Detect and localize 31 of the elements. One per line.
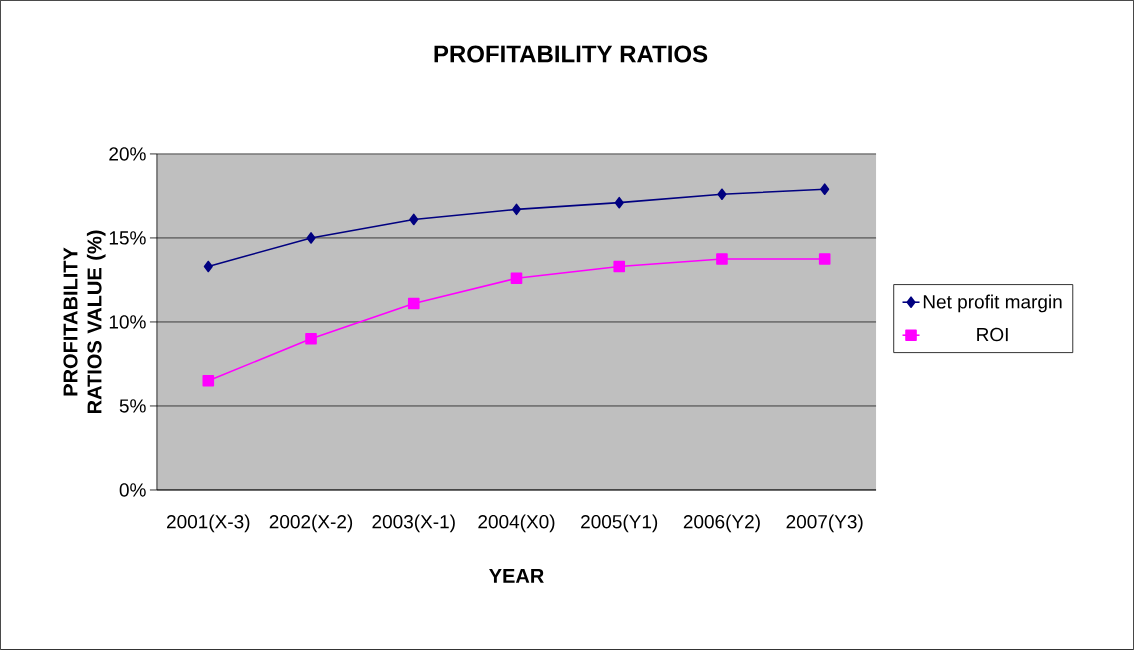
point bbox=[511, 203, 522, 216]
x-tick-label: 2007(Y3) bbox=[786, 514, 863, 533]
point bbox=[202, 375, 215, 387]
legend-label: Net profit margin bbox=[923, 294, 1062, 313]
x-tick-label: 2001(X-3) bbox=[167, 514, 250, 533]
point bbox=[305, 333, 317, 345]
point bbox=[203, 260, 213, 273]
point bbox=[820, 183, 830, 196]
x-tick-label: 2003(X-1) bbox=[372, 514, 455, 533]
x-tick-label: 2004(X0) bbox=[478, 514, 555, 533]
point bbox=[613, 260, 626, 273]
point bbox=[716, 253, 728, 265]
x-axis-title: YEAR bbox=[489, 569, 544, 583]
chart-title: PROFITABILITY RATIOS bbox=[434, 45, 708, 63]
point bbox=[614, 196, 624, 209]
y-axis-title: PROFITABILITY RATIOS VALUE (%) bbox=[63, 230, 106, 414]
text: ROI bbox=[977, 327, 1008, 342]
point bbox=[510, 272, 523, 285]
x-tick-label: 2005(Y1) bbox=[581, 514, 658, 533]
y-tick-label: 15% bbox=[109, 231, 146, 245]
point bbox=[717, 188, 727, 201]
y-tick-label: 10% bbox=[109, 315, 146, 329]
point bbox=[306, 232, 316, 244]
x-tick-label: 2006(Y2) bbox=[683, 514, 760, 533]
y-tick-label: 0% bbox=[119, 483, 146, 497]
y-tick-label: 20% bbox=[109, 147, 146, 161]
y-tick-label: 5% bbox=[119, 399, 146, 413]
point bbox=[409, 213, 419, 226]
point bbox=[818, 253, 831, 265]
x-tick-label: 2002(X-2) bbox=[269, 514, 353, 533]
point bbox=[407, 297, 420, 310]
